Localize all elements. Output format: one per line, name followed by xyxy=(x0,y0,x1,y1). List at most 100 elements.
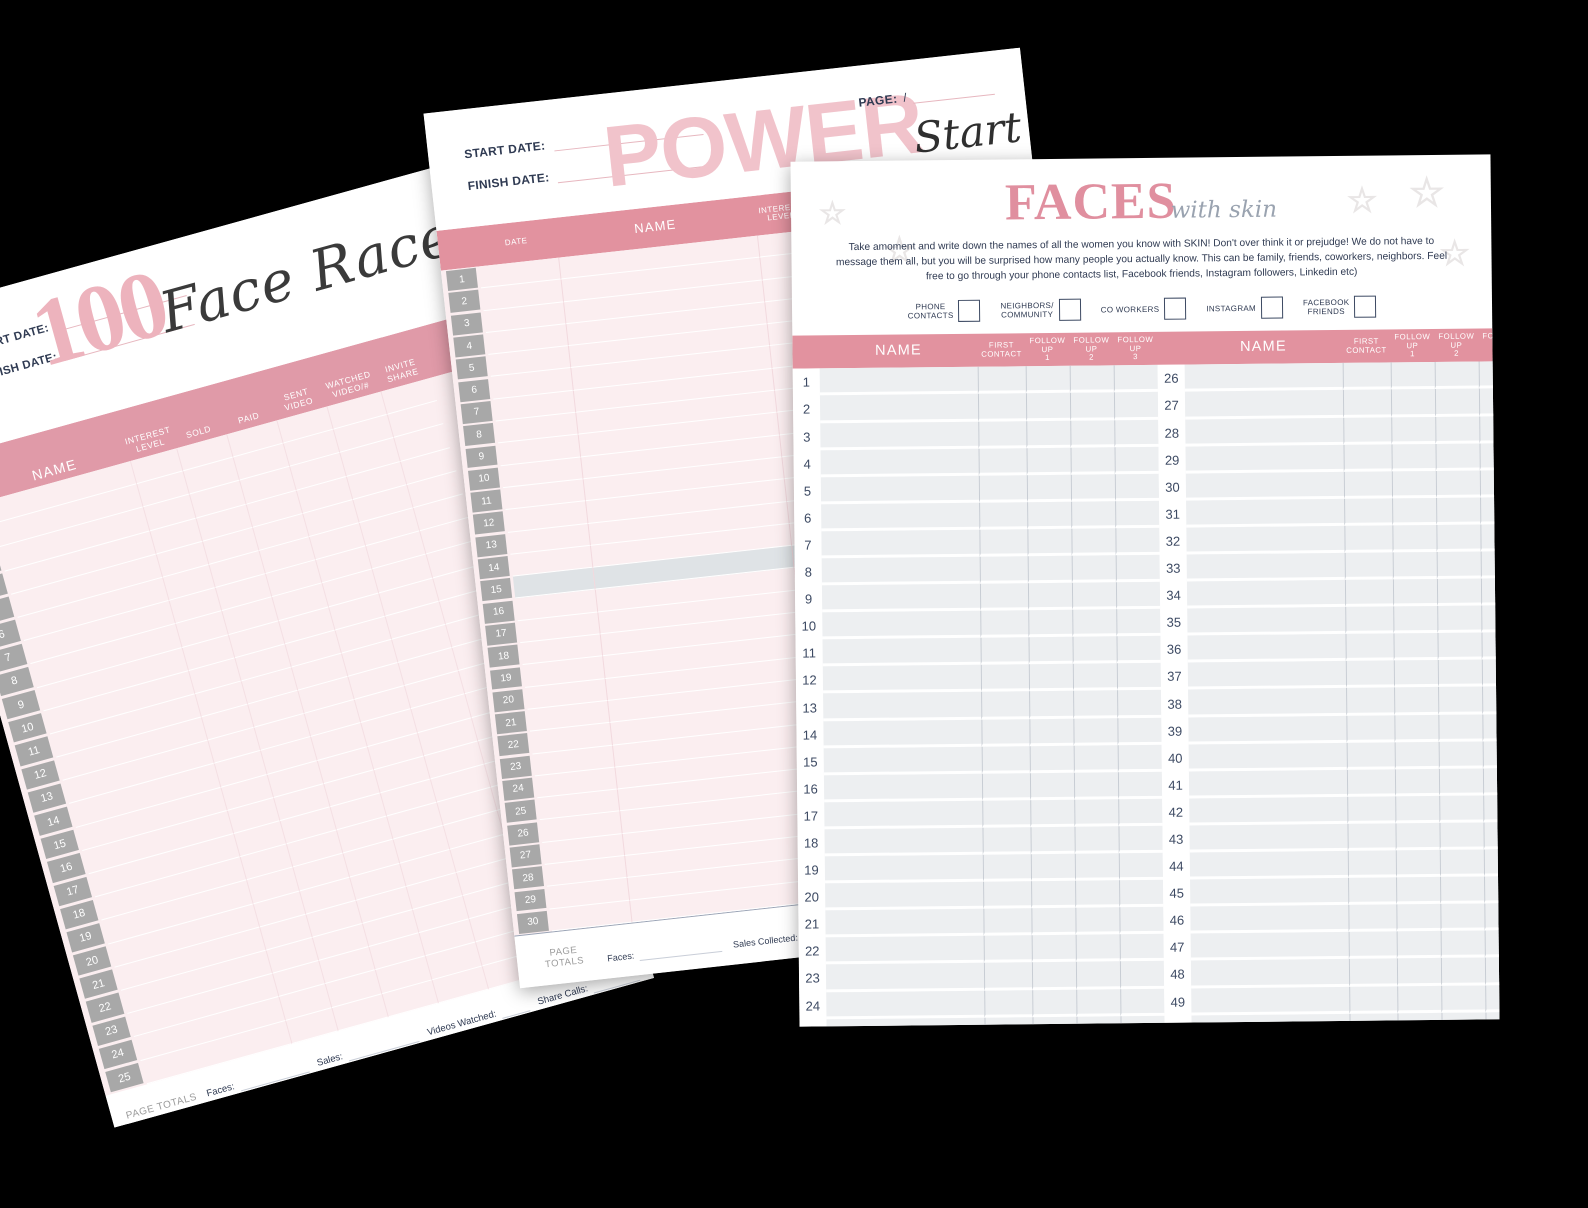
faces-cell-left-follow-up-2[interactable] xyxy=(1071,582,1117,610)
faces-cell-right-follow-up-3[interactable] xyxy=(1483,821,1500,850)
faces-cell-right-first-contact[interactable] xyxy=(1349,985,1398,1014)
faces-cell-left-name[interactable] xyxy=(823,746,982,776)
faces-cell-left-follow-up-2[interactable] xyxy=(1070,419,1115,448)
faces-cell-left-follow-up-1[interactable] xyxy=(1032,989,1077,1017)
faces-cell-right-follow-up-1[interactable] xyxy=(1394,768,1440,797)
faces-cell-right-first-contact[interactable] xyxy=(1348,958,1398,987)
faces-cell-left-follow-up-3[interactable] xyxy=(1118,825,1163,854)
faces-checkbox-box[interactable] xyxy=(1058,299,1081,322)
faces-cell-left-follow-up-3[interactable] xyxy=(1117,771,1163,800)
faces-cell-left-follow-up-2[interactable] xyxy=(1075,880,1120,908)
faces-cell-right-follow-up-2[interactable] xyxy=(1438,714,1483,742)
faces-cell-right-first-contact[interactable] xyxy=(1348,877,1397,906)
faces-cell-right-name[interactable] xyxy=(1185,471,1345,501)
faces-checkbox-box[interactable] xyxy=(958,300,981,323)
faces-cell-left-first-contact[interactable] xyxy=(984,989,1033,1018)
faces-cell-left-name[interactable] xyxy=(825,963,985,992)
faces-cell-right-first-contact[interactable] xyxy=(1344,498,1393,526)
faces-cell-right-name[interactable] xyxy=(1184,363,1343,393)
faces-cell-right-name[interactable] xyxy=(1187,634,1346,663)
faces-cell-left-follow-up-3[interactable] xyxy=(1119,934,1164,962)
faces-cell-right-follow-up-3[interactable] xyxy=(1482,740,1500,769)
faces-cell-left-follow-up-1[interactable] xyxy=(1030,799,1075,828)
faces-cell-left-follow-up-2[interactable] xyxy=(1074,799,1119,827)
faces-cell-left-name[interactable] xyxy=(821,502,980,532)
faces-cell-right-follow-up-3[interactable] xyxy=(1480,496,1500,525)
faces-checkbox-box[interactable] xyxy=(1354,295,1377,319)
faces-cell-left-name[interactable] xyxy=(824,854,984,884)
faces-cell-right-follow-up-2[interactable] xyxy=(1439,849,1485,878)
faces-cell-left-follow-up-3[interactable] xyxy=(1113,392,1159,420)
faces-cell-right-follow-up-3[interactable] xyxy=(1480,578,1500,606)
faces-cell-left-first-contact[interactable] xyxy=(978,474,1028,503)
faces-cell-right-follow-up-2[interactable] xyxy=(1438,741,1483,769)
faces-cell-left-follow-up-1[interactable] xyxy=(1028,609,1073,638)
faces-cell-right-name[interactable] xyxy=(1186,498,1345,528)
faces-cell-right-follow-up-1[interactable] xyxy=(1396,877,1441,905)
faces-checkbox-box[interactable] xyxy=(1260,296,1284,320)
faces-cell-right-follow-up-3[interactable] xyxy=(1485,1011,1500,1027)
faces-cell-right-follow-up-2[interactable] xyxy=(1436,524,1481,552)
power-total-field-faces[interactable]: Faces: xyxy=(607,940,722,964)
faces-cell-left-follow-up-3[interactable] xyxy=(1113,365,1158,393)
faces-cell-right-follow-up-1[interactable] xyxy=(1395,849,1441,878)
faces-cell-left-follow-up-1[interactable] xyxy=(1030,826,1075,855)
race-total-field-input[interactable] xyxy=(499,999,530,1019)
faces-cell-right-first-contact[interactable] xyxy=(1343,471,1393,499)
faces-cell-right-follow-up-2[interactable] xyxy=(1438,768,1484,796)
race-total-field-input[interactable] xyxy=(237,1060,310,1092)
faces-cell-left-follow-up-3[interactable] xyxy=(1117,717,1162,745)
faces-cell-left-name[interactable] xyxy=(823,773,983,803)
faces-cell-left-follow-up-2[interactable] xyxy=(1073,772,1119,800)
faces-cell-left-first-contact[interactable] xyxy=(979,529,1028,557)
faces-checkbox-facebook-friends[interactable]: FACEBOOK FRIENDS xyxy=(1303,295,1377,319)
faces-cell-right-name[interactable] xyxy=(1188,715,1347,745)
faces-cell-left-follow-up-2[interactable] xyxy=(1069,392,1115,421)
race-total-field-input[interactable] xyxy=(510,1037,541,1058)
faces-cell-left-name[interactable] xyxy=(825,936,984,965)
faces-cell-left-follow-up-2[interactable] xyxy=(1071,501,1116,529)
faces-cell-left-name[interactable] xyxy=(820,448,979,478)
race-total-field-input[interactable] xyxy=(601,1007,651,1032)
faces-cell-left-follow-up-3[interactable] xyxy=(1119,907,1164,935)
faces-cell-left-name[interactable] xyxy=(821,583,981,613)
faces-cell-left-follow-up-3[interactable] xyxy=(1115,500,1160,529)
faces-cell-left-follow-up-1[interactable] xyxy=(1029,772,1075,801)
faces-cell-right-follow-up-3[interactable] xyxy=(1481,605,1500,633)
faces-cell-right-follow-up-2[interactable] xyxy=(1434,388,1480,417)
faces-cell-right-name[interactable] xyxy=(1187,607,1346,636)
faces-cell-right-follow-up-3[interactable] xyxy=(1483,794,1500,823)
faces-cell-right-follow-up-2[interactable] xyxy=(1440,903,1485,932)
faces-cell-left-name[interactable] xyxy=(826,990,985,1019)
faces-cell-left-follow-up-3[interactable] xyxy=(1120,1015,1165,1027)
faces-cell-right-follow-up-3[interactable] xyxy=(1481,632,1500,660)
race-total-field-input[interactable] xyxy=(345,1030,420,1062)
faces-cell-right-first-contact[interactable] xyxy=(1343,444,1392,472)
faces-cell-right-follow-up-1[interactable] xyxy=(1397,1012,1442,1027)
faces-cell-right-follow-up-1[interactable] xyxy=(1392,579,1438,607)
faces-cell-right-follow-up-3[interactable] xyxy=(1479,415,1500,444)
faces-cell-left-follow-up-1[interactable] xyxy=(1025,366,1070,394)
faces-cell-right-follow-up-2[interactable] xyxy=(1436,497,1481,525)
faces-cell-right-first-contact[interactable] xyxy=(1344,552,1393,580)
faces-cell-left-follow-up-1[interactable] xyxy=(1031,962,1077,990)
faces-cell-left-name[interactable] xyxy=(820,475,980,505)
faces-cell-right-first-contact[interactable] xyxy=(1346,714,1395,743)
faces-cell-left-first-contact[interactable] xyxy=(978,420,1027,449)
faces-cell-left-name[interactable] xyxy=(824,800,983,830)
faces-cell-right-follow-up-2[interactable] xyxy=(1438,686,1483,715)
faces-cell-left-follow-up-1[interactable] xyxy=(1026,420,1071,448)
faces-cell-right-follow-up-1[interactable] xyxy=(1395,795,1440,824)
faces-cell-right-follow-up-1[interactable] xyxy=(1394,714,1439,743)
faces-cell-right-first-contact[interactable] xyxy=(1345,606,1394,635)
faces-cell-left-name[interactable] xyxy=(823,719,982,749)
faces-cell-left-name[interactable] xyxy=(826,1017,985,1027)
race-total-field-input[interactable] xyxy=(356,1068,431,1100)
faces-cell-right-follow-up-3[interactable] xyxy=(1479,469,1500,498)
faces-cell-right-name[interactable] xyxy=(1190,878,1349,907)
faces-cell-left-follow-up-1[interactable] xyxy=(1026,474,1072,503)
faces-cell-left-first-contact[interactable] xyxy=(983,962,1033,991)
faces-cell-right-name[interactable] xyxy=(1190,959,1350,989)
faces-cell-left-name[interactable] xyxy=(825,908,984,938)
document-faces-with-skin[interactable]: ☆ ☆ ☆ ☆ ☆ FACES with skin Take amoment a… xyxy=(790,154,1500,1027)
